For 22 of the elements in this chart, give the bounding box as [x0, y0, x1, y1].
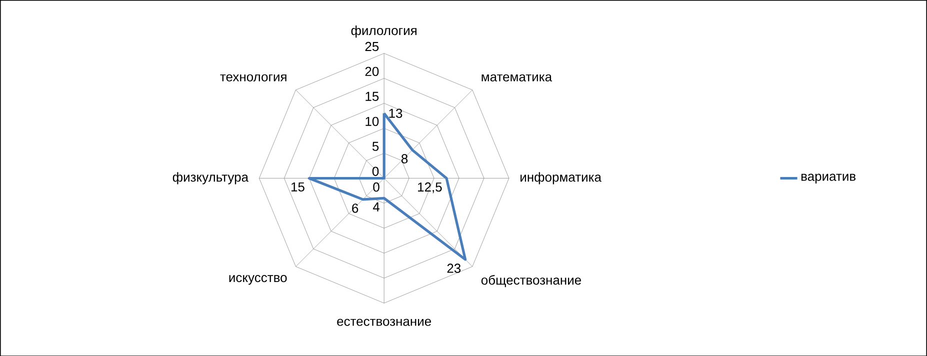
- spoke-label: математика: [482, 74, 552, 82]
- y-tick-label: 0: [372, 166, 379, 176]
- y-tick-label: 25: [365, 42, 379, 51]
- spoke-label: искусство: [229, 274, 287, 284]
- spoke-label: физкультура: [172, 172, 249, 184]
- spoke-label: обществознание: [481, 274, 581, 287]
- data-label: 13: [389, 108, 402, 118]
- data-label: 15: [291, 182, 304, 192]
- data-label: 12,5: [418, 182, 442, 193]
- spoke-label: естествознание: [337, 318, 431, 326]
- data-label: 8: [401, 154, 408, 164]
- data-label: 4: [372, 202, 380, 212]
- y-tick-label: 5: [372, 142, 379, 151]
- spoke-label: информатика: [520, 172, 602, 184]
- spoke-label: филология: [351, 25, 416, 38]
- y-tick-label: 20: [365, 66, 379, 76]
- legend-label: вариатив: [801, 174, 856, 184]
- y-tick-label: 15: [366, 92, 379, 101]
- data-label: 6: [352, 203, 358, 213]
- spoke-label: технология: [220, 74, 286, 82]
- y-tick-label: 10: [366, 116, 379, 126]
- data-label: 23: [447, 263, 461, 273]
